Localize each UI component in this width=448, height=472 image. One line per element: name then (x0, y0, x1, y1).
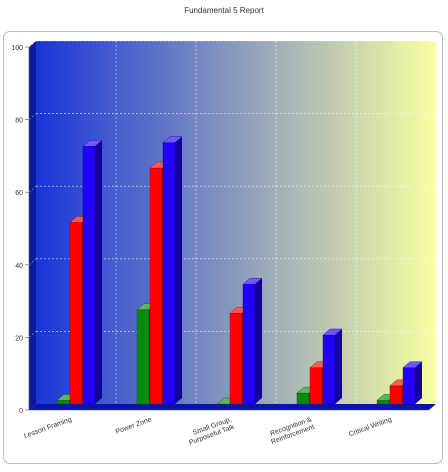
gridline-y-wall-5 (28, 40, 37, 48)
bar-1-0-front (136, 309, 150, 405)
bar-3-1-front (309, 367, 323, 405)
bar-1-1-front (149, 167, 163, 405)
bar-4-0-front (376, 400, 390, 405)
y-tick-label-1: 20 (15, 335, 23, 342)
y-tick-label-5: 100 (11, 45, 23, 52)
bar-2-2-top (242, 278, 263, 285)
gridline-y-wall-3 (28, 185, 37, 193)
bar-4-2-side (415, 361, 422, 404)
plot-left-wall (29, 41, 36, 410)
chart-title: Fundamental 5 Report (184, 6, 264, 15)
x-tick-label-3: Recognition &Reinforcement (268, 416, 316, 446)
x-tick-label-4-line-0: Critical Writing (348, 416, 393, 438)
bar-0-1-front (69, 222, 83, 405)
bar-2-2-side (255, 278, 262, 404)
bar-0-2-top (82, 140, 103, 147)
y-tick-label-3: 60 (15, 190, 23, 197)
y-tick-label-2: 40 (15, 263, 23, 270)
y-tick-label-0: 0 (19, 408, 23, 415)
bar-3-0-front (296, 392, 310, 405)
bar-1-2-front (162, 142, 176, 405)
bar-1-2-side (175, 136, 182, 404)
gridline-y-wall-4 (28, 113, 37, 120)
bar-4-2-front (402, 367, 416, 405)
bar-1-2-top (162, 136, 183, 143)
x-tick-label-0: Lesson Framing (23, 416, 73, 440)
bar-3-2-top (322, 328, 343, 336)
bar-4-2-top (402, 361, 423, 368)
x-tick-label-1: Power Zone (115, 416, 153, 436)
gridline-y-wall-2 (28, 258, 37, 266)
bar-3-2-side (335, 329, 342, 404)
y-tick-label-4: 80 (15, 118, 23, 125)
x-tick-label-2: Small Group,Purposeful Talk (185, 416, 235, 447)
bar-0-2-side (95, 140, 102, 404)
bar-3-2-front (322, 334, 336, 405)
bar-0-2-front (82, 146, 96, 405)
x-tick-label-0-line-0: Lesson Framing (23, 416, 73, 440)
bar-2-2-front (242, 284, 256, 405)
gridline-y-wall-1 (28, 331, 37, 338)
x-tick-label-1-line-0: Power Zone (115, 416, 153, 436)
plot-floor (29, 404, 436, 410)
bar-2-1-front (229, 313, 243, 405)
x-tick-label-4: Critical Writing (348, 416, 393, 438)
bar-0-0-front (56, 400, 70, 405)
bar-4-1-front (389, 385, 403, 405)
